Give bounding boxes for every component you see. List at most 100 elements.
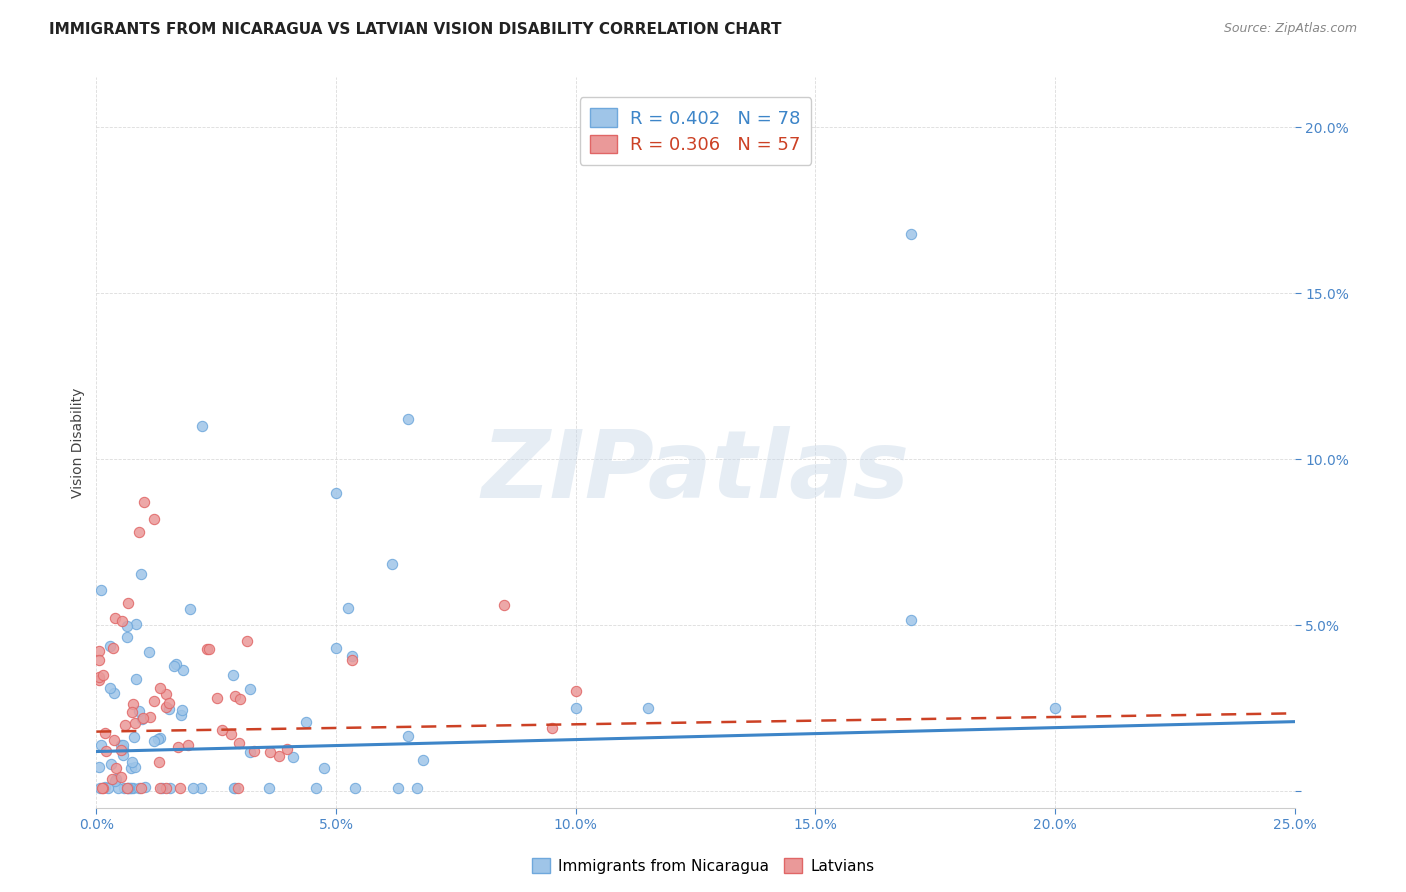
Legend: Immigrants from Nicaragua, Latvians: Immigrants from Nicaragua, Latvians <box>526 852 880 880</box>
Point <box>134 780 156 794</box>
Point <box>100 756 122 771</box>
Point <box>94 726 117 740</box>
Point <box>115 619 138 633</box>
Point <box>228 736 250 750</box>
Point <box>224 689 246 703</box>
Point <box>166 739 188 754</box>
Point <box>305 780 328 795</box>
Point <box>112 741 135 756</box>
Point <box>281 750 304 764</box>
Point <box>900 227 922 241</box>
Point <box>155 699 177 714</box>
Point <box>122 697 145 711</box>
Point <box>93 780 115 795</box>
Point <box>226 780 249 795</box>
Point <box>104 773 127 788</box>
Point <box>124 760 146 774</box>
Point <box>149 731 172 746</box>
Point <box>243 744 266 758</box>
Point <box>169 780 191 795</box>
Point <box>104 761 127 775</box>
Point <box>396 729 419 743</box>
Point <box>269 748 291 763</box>
Point <box>121 755 143 769</box>
Point <box>325 485 347 500</box>
Point <box>219 727 242 741</box>
Point <box>142 512 165 526</box>
Point <box>564 701 586 715</box>
Point <box>1043 701 1066 715</box>
Point <box>124 716 146 731</box>
Point <box>111 748 134 763</box>
Point <box>406 780 429 795</box>
Point <box>115 630 138 644</box>
Point <box>97 780 120 795</box>
Point <box>381 557 404 571</box>
Point <box>91 667 114 681</box>
Text: ZIPatlas: ZIPatlas <box>481 426 910 518</box>
Point <box>118 780 141 795</box>
Point <box>344 780 367 795</box>
Point <box>396 412 419 426</box>
Point <box>224 780 246 795</box>
Point <box>257 780 280 795</box>
Point <box>104 772 127 786</box>
Point <box>159 702 181 716</box>
Point <box>121 780 143 795</box>
Text: Source: ZipAtlas.com: Source: ZipAtlas.com <box>1223 22 1357 36</box>
Point <box>155 687 177 701</box>
Point <box>128 704 150 718</box>
Point <box>900 613 922 627</box>
Point <box>159 780 181 795</box>
Point <box>87 644 110 658</box>
Point <box>117 596 139 610</box>
Point <box>276 741 298 756</box>
Point <box>148 756 170 770</box>
Point <box>181 780 204 795</box>
Point <box>87 670 110 684</box>
Point <box>337 601 360 615</box>
Point <box>110 770 132 784</box>
Point <box>190 780 212 795</box>
Point <box>314 761 336 775</box>
Point <box>129 780 152 795</box>
Point <box>179 602 201 616</box>
Point <box>239 682 262 697</box>
Point <box>564 683 586 698</box>
Point <box>98 681 121 696</box>
Point <box>146 732 169 747</box>
Point <box>157 697 180 711</box>
Point <box>149 681 172 695</box>
Point <box>150 780 173 795</box>
Point <box>134 495 156 509</box>
Point <box>131 713 153 727</box>
Point <box>125 617 148 632</box>
Point <box>107 780 129 795</box>
Point <box>221 667 243 681</box>
Point <box>143 733 166 747</box>
Point <box>129 567 152 582</box>
Point <box>128 525 150 540</box>
Legend: R = 0.402   N = 78, R = 0.306   N = 57: R = 0.402 N = 78, R = 0.306 N = 57 <box>579 97 811 165</box>
Point <box>637 701 659 715</box>
Point <box>195 642 218 657</box>
Point <box>103 686 125 700</box>
Point <box>132 711 155 725</box>
Point <box>94 744 117 758</box>
Point <box>101 772 124 786</box>
Point <box>163 659 186 673</box>
Point <box>98 639 121 653</box>
Point <box>117 780 139 795</box>
Point <box>91 780 114 795</box>
Point <box>114 718 136 732</box>
Point <box>412 753 434 767</box>
Point <box>540 721 562 735</box>
Point <box>110 743 132 757</box>
Point <box>259 745 281 759</box>
Point <box>340 653 363 667</box>
Point <box>111 739 134 753</box>
Point <box>172 703 194 717</box>
Point <box>120 760 142 774</box>
Point <box>138 709 160 723</box>
Point <box>103 733 125 747</box>
